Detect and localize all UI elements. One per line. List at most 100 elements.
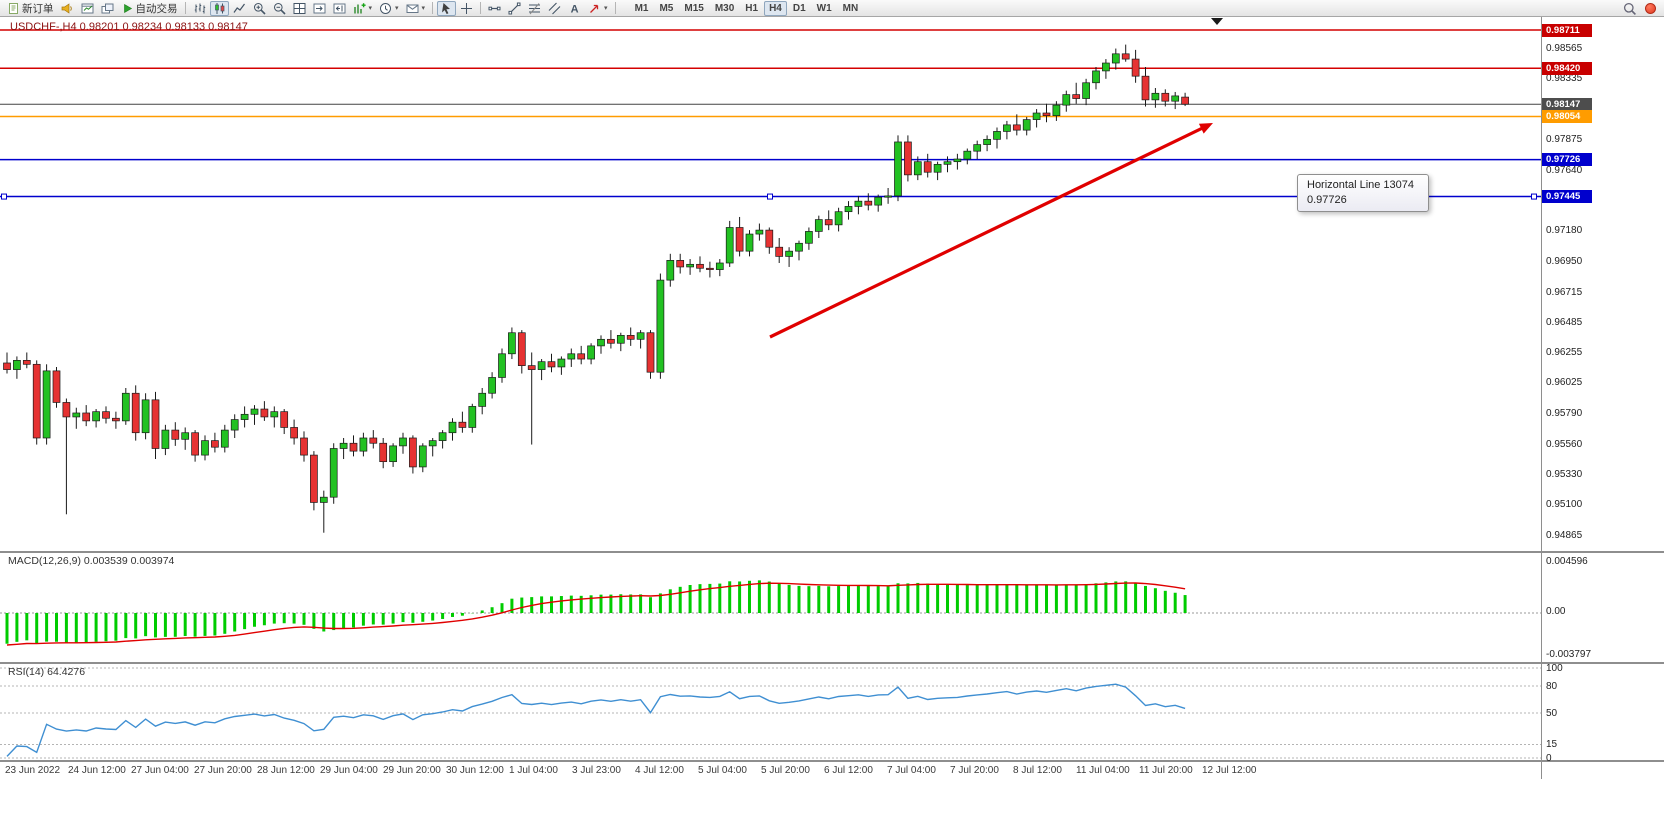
arrows-tool-button[interactable]: ▾	[585, 1, 611, 16]
cursor-icon	[442, 2, 451, 14]
line-anchor-handle[interactable]	[1531, 193, 1537, 200]
auto-trading-label: 自动交易	[135, 2, 178, 15]
price-axis-label: 0.95100	[1546, 499, 1583, 511]
page-icon	[9, 2, 18, 14]
text-tool-button[interactable]: A	[565, 1, 584, 16]
sound-alerts-button[interactable]	[58, 1, 77, 16]
notification-badge[interactable]	[1645, 2, 1656, 14]
time-axis-label: 28 Jun 12:00	[257, 765, 315, 776]
periods-button[interactable]: ▾	[376, 1, 402, 16]
timeframe-m30-button[interactable]: M30	[714, 2, 735, 14]
auto-trading-button[interactable]: 自动交易	[118, 1, 181, 16]
timeframe-m15-button[interactable]: M15	[684, 2, 704, 14]
macd-signal-value: 0.003974	[130, 555, 175, 567]
price-tag: 0.98054	[1542, 109, 1592, 123]
price-tag: 0.98711	[1542, 23, 1592, 37]
price-axis-label: 0.95330	[1546, 468, 1583, 480]
crosshair-button[interactable]	[457, 1, 476, 16]
panel-separator[interactable]	[0, 760, 1664, 762]
zoomout-icon	[273, 2, 286, 15]
line-anchor-handle[interactable]	[1, 193, 7, 200]
zoomin-icon	[253, 2, 266, 15]
textA-icon: A	[571, 3, 579, 14]
horizontal-line-tool-button[interactable]	[485, 1, 504, 16]
mail-icon	[406, 4, 419, 13]
zoom-in-button[interactable]	[250, 1, 269, 16]
trend-arrow-line[interactable]	[769, 125, 1205, 339]
templates-button[interactable]: ▾	[403, 1, 429, 16]
price-tag: 0.98147	[1542, 97, 1592, 111]
price-axis-label: 0.96025	[1546, 377, 1583, 389]
tile-windows-button[interactable]	[290, 1, 309, 16]
dropdown-arrow-icon: ▾	[368, 5, 373, 12]
rsi-panel[interactable]	[0, 664, 1541, 760]
fibonacci-tool-button[interactable]	[525, 1, 544, 16]
trend-arrow-head[interactable]	[1198, 123, 1213, 134]
price-axis-label: 0.97875	[1546, 133, 1583, 145]
auto-scroll-button[interactable]	[310, 1, 329, 16]
macd-scale-label: 0.004596	[1546, 556, 1588, 567]
timeframe-w1-button[interactable]: W1	[816, 2, 832, 14]
chart-window-button[interactable]	[78, 1, 97, 16]
new-order-label: 新订单	[22, 2, 54, 15]
hline-icon	[488, 6, 501, 10]
time-axis-label: 27 Jun 20:00	[194, 765, 252, 776]
time-axis-label: 1 Jul 04:00	[509, 765, 558, 776]
rsi-label: RSI(14) 64.4276	[8, 666, 85, 678]
time-axis-label: 4 Jul 12:00	[635, 765, 684, 776]
rsi-line	[6, 683, 1186, 757]
trendline-tool-button[interactable]	[505, 1, 524, 16]
toolbar-separator	[480, 2, 482, 14]
timeframe-m1-button[interactable]: M1	[634, 2, 649, 14]
tline-icon	[508, 2, 521, 14]
line-anchor-handle[interactable]	[767, 193, 773, 200]
macd-panel[interactable]	[0, 553, 1541, 661]
zoom-out-button[interactable]	[270, 1, 289, 16]
chart-candles-mode-button[interactable]	[209, 0, 229, 16]
main-chart[interactable]	[0, 17, 1541, 551]
toolbar-separator	[184, 2, 186, 14]
fibo-icon	[529, 2, 541, 14]
chartshift-icon	[333, 3, 345, 13]
toolbar-right	[1620, 1, 1660, 16]
timeframe-h4-button[interactable]: H4	[764, 0, 787, 16]
price-tag: 0.97445	[1542, 190, 1592, 204]
layers-icon	[101, 3, 113, 13]
indicators-button[interactable]: ▾	[350, 1, 376, 16]
macd-label: MACD(12,26,9) 0.003539 0.003974	[8, 555, 174, 567]
timeframe-h1-button[interactable]: H1	[745, 2, 759, 14]
profiles-button[interactable]	[98, 1, 117, 16]
tooltip-line1: Horizontal Line 13074	[1307, 179, 1415, 191]
dropdown-arrow-icon: ▾	[421, 5, 426, 12]
panel-separator[interactable]	[0, 662, 1664, 664]
panel-separator[interactable]	[0, 551, 1664, 553]
tooltip: Horizontal Line 13074 0.97726	[1297, 174, 1429, 212]
time-axis-label: 5 Jul 20:00	[761, 765, 810, 776]
search-button[interactable]	[1620, 1, 1639, 16]
toolbar-separator	[432, 2, 434, 14]
indplus-icon	[353, 2, 366, 13]
price-tag: 0.97726	[1542, 153, 1592, 167]
chart-line-mode-button[interactable]	[230, 1, 249, 16]
channel-tool-button[interactable]	[545, 1, 564, 16]
level-lines-group	[0, 29, 1541, 200]
chart-bars-mode-button[interactable]	[190, 1, 209, 16]
time-axis-label: 11 Jul 04:00	[1076, 765, 1130, 776]
price-axis-label: 0.95560	[1546, 438, 1583, 450]
time-axis-label: 23 Jun 2022	[5, 765, 61, 776]
chart-shift-button[interactable]	[330, 1, 349, 16]
price-scale[interactable]: 0.985650.983350.978750.976400.974100.971…	[1542, 0, 1664, 829]
new-order-button[interactable]: 新订单	[4, 1, 57, 16]
price-axis-label: 0.95790	[1546, 408, 1583, 420]
price-axis-label: 0.97180	[1546, 225, 1583, 237]
timeframe-mn-button[interactable]: MN	[842, 2, 859, 14]
price-tag: 0.98420	[1542, 61, 1592, 75]
time-axis-label: 6 Jul 12:00	[824, 765, 873, 776]
time-axis[interactable]: 23 Jun 2022 24 Jun 12:00 27 Jun 04:00 27 Ju…	[0, 762, 1541, 779]
price-axis-label: 0.96485	[1546, 316, 1583, 328]
price-axis-label: 0.96255	[1546, 347, 1583, 359]
timeframe-d1-button[interactable]: D1	[792, 2, 806, 14]
cursor-button[interactable]	[437, 0, 457, 16]
rsi-scale-label: 80	[1546, 680, 1558, 692]
timeframe-m5-button[interactable]: M5	[659, 2, 674, 14]
